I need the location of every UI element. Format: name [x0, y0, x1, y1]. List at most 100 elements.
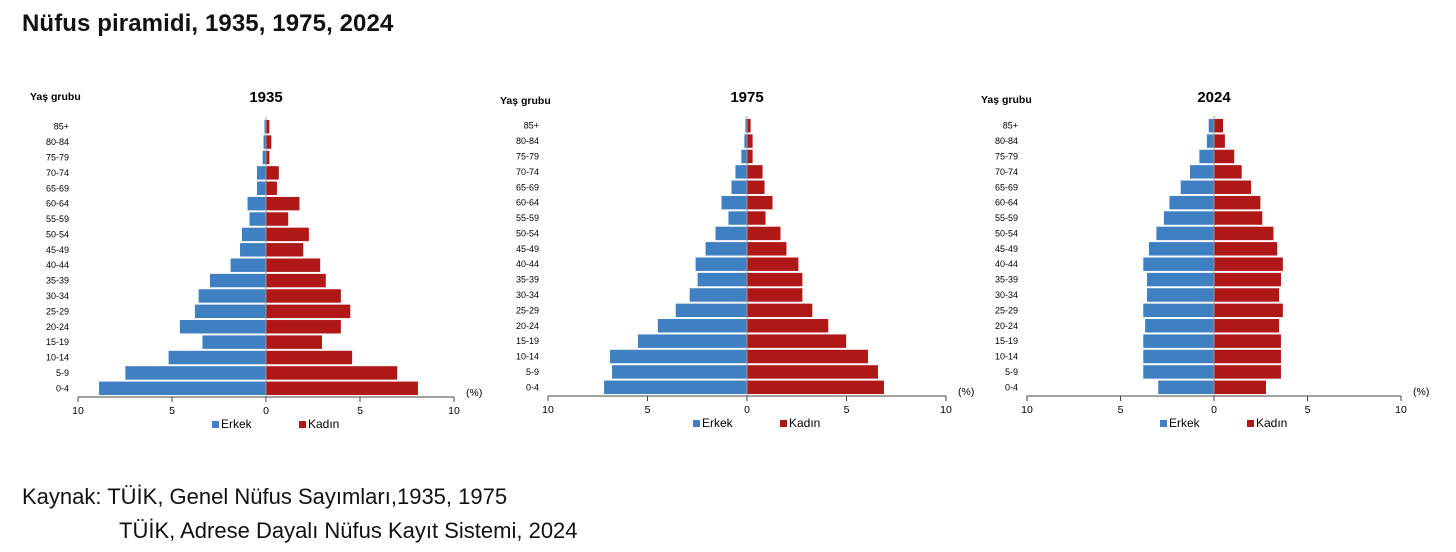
- bar-kadin-10-14: [265, 350, 353, 365]
- age-label-65-69: 65-69: [46, 183, 69, 193]
- bar-kadin-65-69: [746, 179, 766, 195]
- x-axis-unit-label: (%): [466, 387, 482, 399]
- legend-label-kadin: Kadın: [789, 416, 820, 430]
- bar-kadin-15-19: [265, 334, 323, 350]
- bar-kadin-75-79: [1213, 149, 1235, 164]
- age-label-15-19: 15-19: [516, 336, 539, 346]
- x-tick-label: 10: [542, 404, 554, 416]
- age-label-25-29: 25-29: [995, 305, 1018, 315]
- age-label-80-84: 80-84: [516, 136, 539, 146]
- bar-erkek-80-84: [262, 134, 267, 150]
- bar-kadin-45-49: [746, 241, 788, 257]
- bar-kadin-35-39: [746, 272, 804, 288]
- legend-swatch-kadin: [780, 420, 787, 427]
- bar-kadin-65-69: [265, 180, 278, 196]
- bar-erkek-70-74: [256, 165, 267, 181]
- bar-kadin-70-74: [1213, 164, 1243, 180]
- legend-swatch-erkek: [693, 420, 700, 427]
- x-tick-label: 0: [744, 404, 750, 416]
- bar-erkek-30-34: [1146, 287, 1215, 303]
- bar-erkek-30-34: [197, 288, 267, 304]
- bar-erkek-0-4: [98, 380, 267, 396]
- x-axis-unit-label: (%): [1413, 386, 1429, 398]
- bar-erkek-65-69: [1179, 179, 1215, 195]
- bar-kadin-20-24: [1213, 318, 1280, 334]
- bar-kadin-60-64: [746, 195, 774, 211]
- bar-erkek-55-59: [248, 211, 267, 227]
- bar-erkek-75-79: [1198, 149, 1215, 164]
- legend-label-erkek: Erkek: [221, 417, 253, 431]
- age-label-10-14: 10-14: [516, 352, 539, 362]
- bar-erkek-65-69: [730, 179, 748, 195]
- chart-title: 1975: [730, 89, 763, 106]
- bar-kadin-40-44: [265, 257, 321, 273]
- bar-erkek-55-59: [1163, 210, 1215, 226]
- age-label-60-64: 60-64: [46, 199, 69, 209]
- x-tick-label: 10: [72, 405, 84, 417]
- bar-erkek-20-24: [657, 318, 748, 334]
- bar-kadin-40-44: [746, 256, 800, 272]
- x-tick-label: 5: [1118, 404, 1124, 416]
- y-axis-label: Yaş grubu: [30, 91, 81, 103]
- bar-erkek-35-39: [209, 273, 267, 289]
- bar-kadin-85+: [746, 118, 752, 134]
- bar-kadin-20-24: [746, 318, 829, 334]
- bar-kadin-60-64: [1213, 195, 1262, 211]
- age-label-80-84: 80-84: [995, 136, 1018, 146]
- age-label-30-34: 30-34: [995, 290, 1018, 300]
- bar-kadin-20-24: [265, 319, 342, 335]
- bar-erkek-20-24: [1144, 318, 1215, 334]
- age-label-60-64: 60-64: [516, 198, 539, 208]
- bar-kadin-75-79: [746, 149, 754, 164]
- age-label-70-74: 70-74: [516, 167, 539, 177]
- bar-erkek-45-49: [1148, 241, 1215, 257]
- bar-kadin-5-9: [746, 364, 879, 380]
- bar-erkek-25-29: [1142, 302, 1215, 318]
- bar-kadin-15-19: [746, 333, 847, 349]
- x-tick-label: 10: [940, 404, 952, 416]
- bar-erkek-70-74: [734, 164, 748, 180]
- bar-erkek-55-59: [727, 210, 748, 226]
- bar-kadin-30-34: [746, 287, 804, 303]
- bar-erkek-70-74: [1189, 164, 1215, 180]
- x-tick-label: 5: [645, 404, 651, 416]
- bar-kadin-30-34: [265, 288, 342, 304]
- age-label-45-49: 45-49: [46, 245, 69, 255]
- chart-title: 2024: [1197, 89, 1231, 106]
- age-label-45-49: 45-49: [516, 244, 539, 254]
- legend-swatch-kadin: [1247, 420, 1254, 427]
- age-label-25-29: 25-29: [516, 305, 539, 315]
- bar-erkek-0-4: [1157, 379, 1215, 395]
- age-label-65-69: 65-69: [516, 182, 539, 192]
- x-tick-label: 10: [1395, 404, 1407, 416]
- pyramid-chart-2024: Yaş grubu 2024 0-4 5-9 10-14 15-19 20-24 25-29 3…: [981, 89, 1429, 430]
- age-label-35-39: 35-39: [516, 275, 539, 285]
- legend-label-erkek: Erkek: [1169, 416, 1201, 430]
- bar-erkek-0-4: [603, 379, 748, 395]
- x-tick-label: 5: [357, 405, 363, 417]
- age-label-25-29: 25-29: [46, 306, 69, 316]
- x-tick-label: 10: [448, 405, 460, 417]
- bar-erkek-40-44: [229, 257, 267, 273]
- x-axis-unit-label: (%): [958, 386, 974, 398]
- legend-swatch-erkek: [212, 421, 219, 428]
- bar-kadin-35-39: [1213, 272, 1282, 288]
- age-label-10-14: 10-14: [46, 353, 69, 363]
- age-label-0-4: 0-4: [1005, 382, 1018, 392]
- pyramid-chart-1935: Yaş grubu 1935 0-4 5-9 10-14 15-19 20-24 25-29 3…: [30, 89, 482, 431]
- y-axis-label: Yaş grubu: [500, 95, 551, 107]
- bar-erkek-50-54: [241, 226, 267, 242]
- bar-erkek-60-64: [246, 196, 267, 212]
- age-label-75-79: 75-79: [995, 151, 1018, 161]
- bar-erkek-50-54: [1155, 225, 1215, 241]
- bar-erkek-5-9: [1142, 364, 1215, 380]
- bar-kadin-85+: [1213, 118, 1224, 134]
- x-tick-label: 0: [1211, 404, 1217, 416]
- age-label-55-59: 55-59: [46, 214, 69, 224]
- age-label-10-14: 10-14: [995, 352, 1018, 362]
- bar-erkek-20-24: [179, 319, 267, 335]
- x-tick-label: 0: [263, 405, 269, 417]
- bar-kadin-80-84: [265, 134, 272, 150]
- age-label-20-24: 20-24: [516, 321, 539, 331]
- bar-kadin-55-59: [265, 211, 289, 227]
